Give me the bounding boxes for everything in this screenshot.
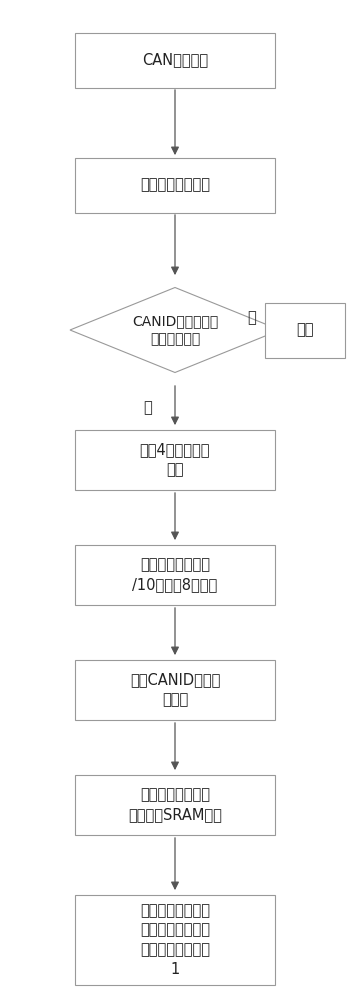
Text: 丢弃: 丢弃 — [296, 322, 314, 338]
Text: CANID是否存在于
用户配置信息: CANID是否存在于 用户配置信息 — [132, 314, 218, 346]
Bar — [75, 157, 275, 213]
Bar — [75, 545, 275, 605]
Bar — [265, 302, 345, 358]
Bar — [75, 32, 275, 88]
Text: 获取4节电池巡检
数据: 获取4节电池巡检 数据 — [140, 443, 210, 477]
Text: 根据CANID获取缓
存地址: 根据CANID获取缓 存地址 — [130, 673, 220, 707]
Text: 读取巡检仪数据帧: 读取巡检仪数据帧 — [140, 178, 210, 192]
Text: 每节电池巡检数据
/10后转换8位数据: 每节电池巡检数据 /10后转换8位数据 — [132, 558, 218, 592]
Bar — [75, 775, 275, 835]
Polygon shape — [70, 288, 280, 372]
Text: 在数据同步数组中
对应元素上标记已
写入，将该元素置
1: 在数据同步数组中 对应元素上标记已 写入，将该元素置 1 — [140, 903, 210, 977]
Bar — [75, 430, 275, 490]
Text: CAN接收中断: CAN接收中断 — [142, 52, 208, 68]
Text: 否: 否 — [247, 310, 256, 326]
Text: 是: 是 — [144, 400, 152, 416]
Text: 压缩后的电池巡检
数据写入SRAM地址: 压缩后的电池巡检 数据写入SRAM地址 — [128, 788, 222, 822]
Bar — [75, 895, 275, 985]
Bar — [75, 660, 275, 720]
